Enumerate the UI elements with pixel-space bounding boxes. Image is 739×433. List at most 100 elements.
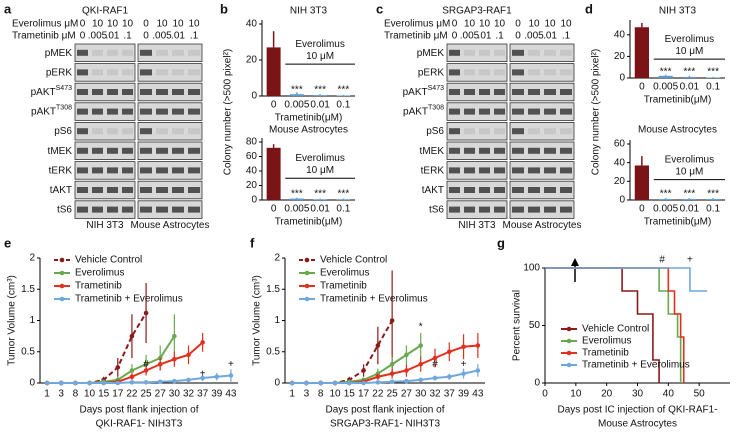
blot-band	[140, 187, 152, 193]
row-label-main: tERK	[421, 165, 445, 176]
x-axis-label: Trametinib(μM)	[275, 217, 343, 228]
blot-band	[107, 69, 118, 76]
blot-band	[107, 128, 118, 135]
significance: ***	[291, 189, 303, 200]
x-tick-label: 0.1	[336, 204, 350, 215]
blot-band	[172, 89, 184, 95]
row-label: tS6	[429, 204, 444, 215]
row-label-main: tAKT	[422, 185, 444, 196]
blot-band	[512, 167, 524, 174]
y-tick-label: 40	[246, 166, 258, 177]
blot-band	[188, 167, 200, 174]
point	[404, 352, 409, 358]
chart-title: NIH 3T3	[659, 6, 697, 17]
blot-band	[140, 147, 152, 154]
everolimus-dose: 0	[515, 19, 521, 30]
blot-band	[479, 147, 490, 154]
significance: ***	[291, 85, 303, 96]
significance: ***	[660, 189, 672, 200]
blot-band	[512, 89, 524, 95]
everolimus-dose: 10	[107, 19, 119, 30]
blot-band	[122, 108, 133, 115]
x-axis-label: QKI-RAF1- NIH3T3	[96, 419, 183, 430]
bar	[682, 199, 697, 200]
blot-band	[92, 128, 103, 135]
blot-band	[528, 187, 540, 193]
everolimus-dose: 10	[560, 19, 572, 30]
trametinib-dose: 0	[80, 31, 86, 42]
legend-label: Trametinib + Everolimus	[75, 294, 183, 305]
blot-band	[512, 206, 524, 213]
point	[129, 333, 135, 339]
point	[129, 380, 135, 385]
blot-band	[92, 167, 103, 174]
series-line	[47, 374, 232, 384]
blot-band	[188, 147, 200, 154]
blot-band	[449, 108, 460, 115]
point	[432, 355, 438, 361]
blot-band	[479, 128, 490, 135]
point	[186, 352, 191, 358]
bar	[658, 75, 673, 78]
blot-frame	[446, 141, 508, 161]
row-label: tAKT	[50, 185, 72, 196]
x-axis-label: Days post flank injection of	[326, 405, 445, 416]
blot-band	[172, 147, 184, 154]
blot-frame	[137, 102, 203, 121]
point	[289, 380, 295, 386]
trametinib-dose: .005	[152, 31, 172, 42]
row-label-main: pAKT	[403, 87, 428, 98]
blot-band	[479, 108, 490, 115]
bar	[706, 77, 721, 78]
annotation: Everolimus	[665, 154, 714, 165]
y-tick-label: 80	[246, 137, 258, 148]
blot-band	[464, 167, 475, 174]
blot-band	[528, 49, 540, 56]
significance: ***	[338, 85, 350, 96]
blot-frame	[509, 122, 575, 141]
blot-band	[156, 187, 168, 193]
legend-marker	[304, 296, 310, 302]
x-tick-label: 0	[271, 204, 277, 215]
y-tick-label: 40	[614, 29, 626, 40]
x-axis-label: Trametinib(μM)	[644, 217, 712, 228]
blot-band	[512, 187, 524, 193]
x-tick-label: 22	[126, 389, 138, 400]
legend-marker	[566, 326, 572, 332]
legend-marker	[59, 296, 65, 302]
blot-band	[449, 187, 460, 193]
blot-band	[122, 206, 133, 213]
x-tick-label: 30	[415, 389, 427, 400]
row-label: tERK	[49, 165, 73, 176]
y-axis-label: Colony number (>500 pixel²)	[591, 49, 602, 175]
blot-band	[494, 187, 505, 193]
legend-label: Trametinib + Everolimus	[320, 294, 428, 305]
blot-band	[156, 128, 168, 135]
panel-letter: f	[250, 235, 255, 250]
blot-frame	[74, 141, 136, 161]
row-label-main: tS6	[429, 204, 444, 215]
legend-marker	[304, 270, 310, 276]
trametinib-dose: .01	[543, 31, 557, 42]
blot-title: SRGAP3-RAF1	[442, 6, 512, 17]
row-label: pAKTT308	[31, 104, 72, 117]
row-label: pERK	[46, 67, 72, 78]
significance: ***	[660, 67, 672, 78]
dose-label: Trametinib μM	[384, 31, 448, 42]
injection-arrow	[571, 258, 579, 282]
blot-band	[172, 206, 184, 213]
x-tick-label: 10	[570, 389, 582, 400]
blot-band	[107, 206, 118, 213]
blot-frame	[137, 122, 203, 141]
survival-curve	[545, 267, 685, 383]
y-tick-label: 20	[246, 180, 258, 191]
row-label-main: tMEK	[420, 145, 445, 156]
y-tick-label: 20	[614, 51, 626, 62]
x-tick-label: 37	[444, 389, 456, 400]
blot-frame	[74, 122, 136, 141]
blot-band	[92, 89, 103, 95]
x-tick-label: 43	[225, 389, 237, 400]
series-line	[47, 335, 176, 384]
blot-band	[188, 89, 200, 95]
point	[418, 343, 424, 348]
